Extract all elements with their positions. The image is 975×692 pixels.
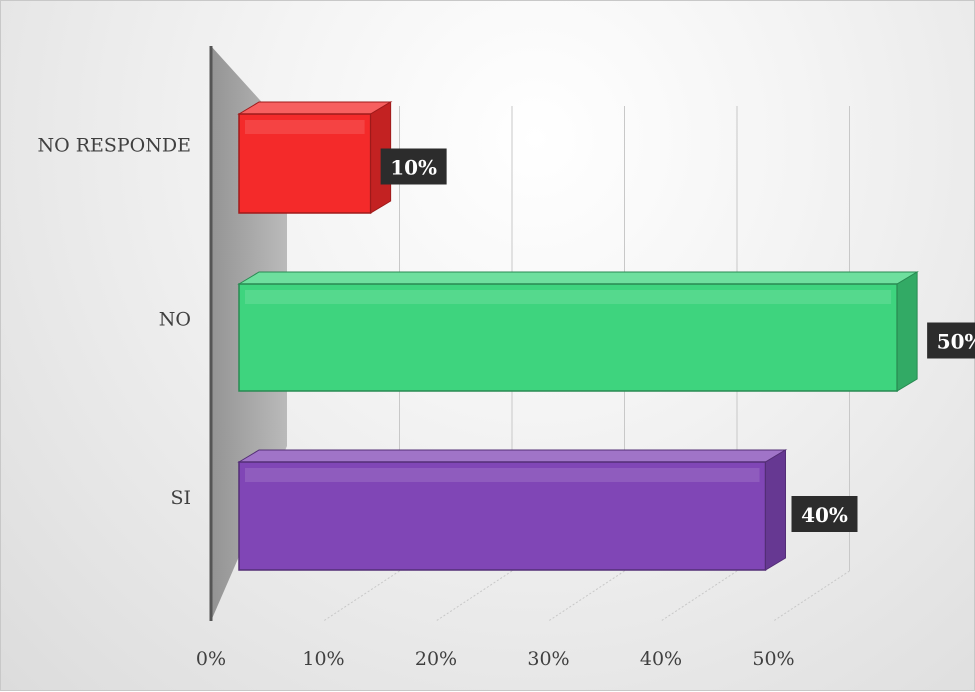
bar-highlight — [245, 290, 892, 304]
bar-3 — [237, 449, 788, 571]
data-label-bg — [791, 496, 858, 532]
gridline-floor — [435, 570, 513, 622]
x-tick-label: 50% — [752, 648, 794, 670]
data-label: 40% — [801, 503, 848, 527]
x-tick-label: 20% — [415, 648, 457, 670]
data-label: 10% — [390, 156, 437, 180]
category-label: SI — [170, 487, 191, 509]
bar-highlight — [245, 120, 365, 134]
data-label-bg — [380, 148, 447, 185]
bar-2 — [237, 271, 919, 392]
bar-top-face — [237, 449, 788, 463]
gridline-floor — [548, 570, 625, 622]
data-label: 50% — [937, 330, 975, 354]
category-label: NO — [159, 309, 191, 331]
bar-1 — [237, 101, 393, 214]
gridline-floor — [773, 570, 850, 622]
bar-front-face — [238, 461, 767, 571]
bar-front-face — [238, 283, 898, 392]
x-tick-label: 30% — [527, 648, 569, 670]
bar-top-face — [237, 101, 393, 115]
x-tick-label: 40% — [640, 648, 682, 670]
bar-side-face — [896, 271, 918, 392]
x-tick-label: 0% — [196, 648, 226, 670]
data-label-bg — [927, 322, 975, 359]
category-label: NO RESPONDE — [37, 135, 191, 157]
gridline-floor — [660, 570, 738, 622]
gridline-floor — [323, 570, 400, 622]
bar-highlight — [245, 468, 760, 482]
bar-side-face — [765, 449, 786, 571]
x-tick-label: 10% — [302, 648, 344, 670]
bar-top-face — [237, 271, 919, 285]
